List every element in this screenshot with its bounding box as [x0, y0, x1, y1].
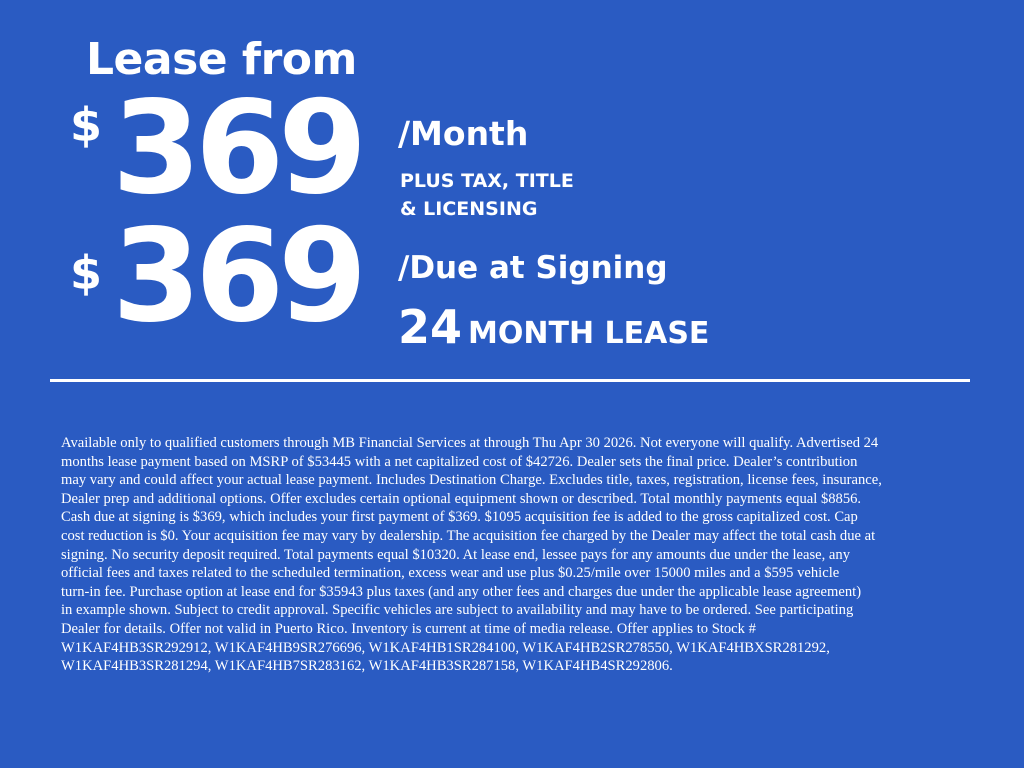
signing-currency-symbol: $ — [70, 246, 103, 300]
disclaimer-line: W1KAF4HB3SR292912, W1KAF4HB9SR276696, W1… — [61, 639, 830, 656]
disclaimer-line: Cash due at signing is $369, which inclu… — [61, 509, 858, 526]
disclaimer-line: signing. No security deposit required. T… — [61, 546, 851, 563]
disclaimer-line: Available only to qualified customers th… — [61, 435, 879, 451]
tax-note-line1: PLUS TAX, TITLE — [400, 170, 574, 192]
monthly-label: /Month — [398, 114, 529, 153]
tax-note-line2: & LICENSING — [400, 198, 538, 220]
divider — [50, 379, 970, 382]
lease-term: 24 MONTH LEASE — [398, 300, 709, 354]
lease-term-months: 24 — [398, 300, 463, 354]
disclaimer-line: Dealer prep and additional options. Offe… — [61, 490, 862, 507]
disclaimer-line: months lease payment based on MSRP of $5… — [61, 453, 858, 470]
lease-term-label: MONTH LEASE — [468, 316, 710, 351]
disclaimer-line: in example shown. Subject to credit appr… — [61, 602, 854, 619]
due-at-signing-label: /Due at Signing — [398, 250, 668, 286]
disclaimer: Available only to qualified customers th… — [61, 434, 882, 676]
disclaimer-line: may vary and could affect your actual le… — [61, 472, 882, 489]
disclaimer-line: official fees and taxes related to the s… — [61, 565, 840, 582]
disclaimer-line: W1KAF4HB3SR281294, W1KAF4HB7SR283162, W1… — [61, 658, 673, 675]
monthly-price: 369 — [112, 74, 367, 223]
disclaimer-line: turn-in fee. Purchase option at lease en… — [61, 583, 862, 600]
disclaimer-line: Dealer for details. Offer not valid in P… — [61, 620, 756, 637]
monthly-currency-symbol: $ — [70, 98, 103, 152]
disclaimer-line: cost reduction is $0. Your acquisition f… — [61, 527, 876, 544]
due-at-signing-price: 369 — [112, 202, 367, 351]
headline: Lease from — [86, 34, 357, 85]
